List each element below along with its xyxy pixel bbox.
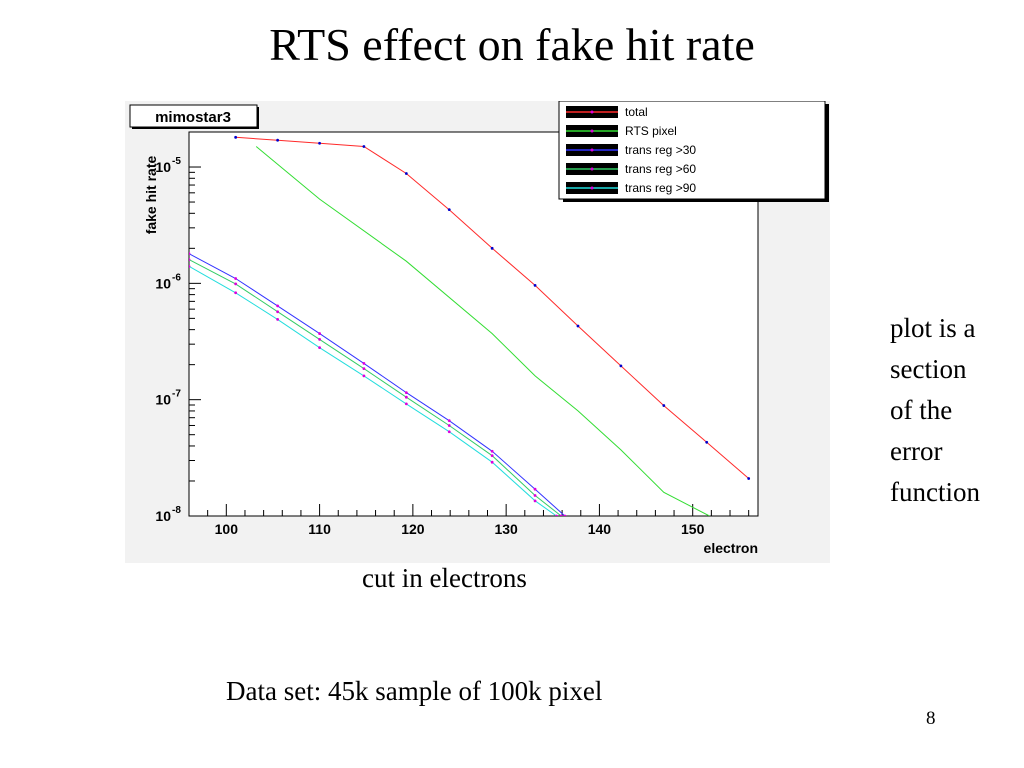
data-point (234, 135, 238, 139)
page-number: 8 (926, 708, 936, 729)
data-point (490, 449, 494, 453)
y-tick-label: 10 (155, 392, 171, 408)
data-point (447, 208, 451, 212)
x-tick-label: 110 (308, 521, 331, 537)
data-point (576, 324, 580, 328)
series-line-rts_pixel (255, 146, 710, 516)
data-point (559, 514, 563, 516)
data-point (189, 264, 191, 268)
y-tick-label: 10 (155, 159, 171, 175)
data-point (533, 494, 537, 497)
data-point (404, 402, 408, 406)
data-point (533, 284, 537, 287)
side-note-line: section (890, 354, 967, 384)
data-point (404, 395, 408, 399)
data-point (276, 317, 280, 321)
data-point (447, 430, 451, 434)
chart-title: mimostar3 (155, 109, 231, 126)
legend-marker (590, 167, 594, 171)
legend-entries: total RTS pixel trans reg >30 trans reg >60… (566, 105, 696, 195)
y-tick-exponent: -7 (172, 389, 181, 400)
series-line-trans90 (189, 265, 557, 516)
data-point (563, 514, 567, 516)
data-point (234, 277, 238, 280)
dataset-note: Data set: 45k sample of 100k pixel (226, 676, 603, 706)
data-point (276, 310, 280, 314)
data-point (318, 332, 321, 335)
side-note: plot is a section of the error function (890, 308, 1020, 513)
data-point (490, 460, 494, 464)
data-point (747, 477, 751, 480)
series-line-trans60 (189, 259, 562, 516)
x-tick-label: 120 (401, 521, 425, 537)
side-note-line: function (890, 477, 980, 507)
data-point (276, 304, 280, 308)
side-note-line: error (890, 436, 943, 466)
data-point (234, 291, 238, 295)
chart-title-box (129, 104, 258, 128)
data-point (555, 514, 558, 516)
series-line-trans30 (189, 253, 566, 516)
data-point (318, 346, 321, 350)
data-point (490, 454, 494, 458)
y-tick-label: 10 (155, 508, 171, 524)
data-point (447, 424, 451, 427)
series-lines (189, 135, 751, 516)
x-tick-label: 150 (681, 521, 705, 537)
chart-caption: cut in electrons (362, 563, 527, 593)
x-tick-label: 140 (588, 521, 612, 537)
y-tick-exponent: -8 (172, 505, 181, 516)
data-point (705, 440, 709, 444)
data-point (447, 419, 451, 423)
y-tick-exponent: -5 (172, 156, 181, 167)
legend-marker (590, 129, 594, 133)
legend-label: trans reg >30 (625, 143, 696, 157)
side-note-line: of the (890, 395, 953, 425)
data-point (619, 364, 623, 368)
legend-label: trans reg >60 (625, 162, 696, 176)
data-point (362, 362, 366, 365)
data-point (234, 282, 238, 286)
data-point (533, 487, 537, 491)
data-point (362, 374, 366, 378)
legend-marker (590, 148, 594, 152)
data-point (318, 337, 321, 341)
y-tick-exponent: -6 (172, 272, 181, 283)
data-point (189, 252, 191, 256)
data-point (404, 172, 408, 175)
legend-label: RTS pixel (625, 124, 677, 138)
data-point (276, 138, 280, 142)
x-axis-label: electron (704, 540, 758, 556)
data-point (490, 246, 494, 250)
data-point (318, 141, 321, 145)
data-point (662, 404, 666, 407)
legend-label: trans reg >90 (625, 181, 696, 195)
chart-frame: 100 110 120 130 140 150 10 -8 10 -7 10 -6 10 -5 mimos… (125, 100, 830, 563)
y-tick-label: 10 (155, 275, 171, 291)
side-note-line: plot is a (890, 313, 976, 343)
x-tick-label: 130 (494, 521, 518, 537)
legend-marker (590, 110, 594, 114)
x-tick-label: 100 (215, 521, 239, 537)
data-point (189, 258, 191, 262)
legend-label: total (625, 105, 648, 119)
data-point (404, 391, 408, 395)
slide-title: RTS effect on fake hit rate (269, 19, 755, 70)
data-point (362, 367, 366, 370)
data-point (533, 499, 537, 503)
y-axis-label: fake hit rate (143, 155, 159, 234)
legend-marker (590, 186, 594, 190)
data-point (362, 145, 366, 148)
